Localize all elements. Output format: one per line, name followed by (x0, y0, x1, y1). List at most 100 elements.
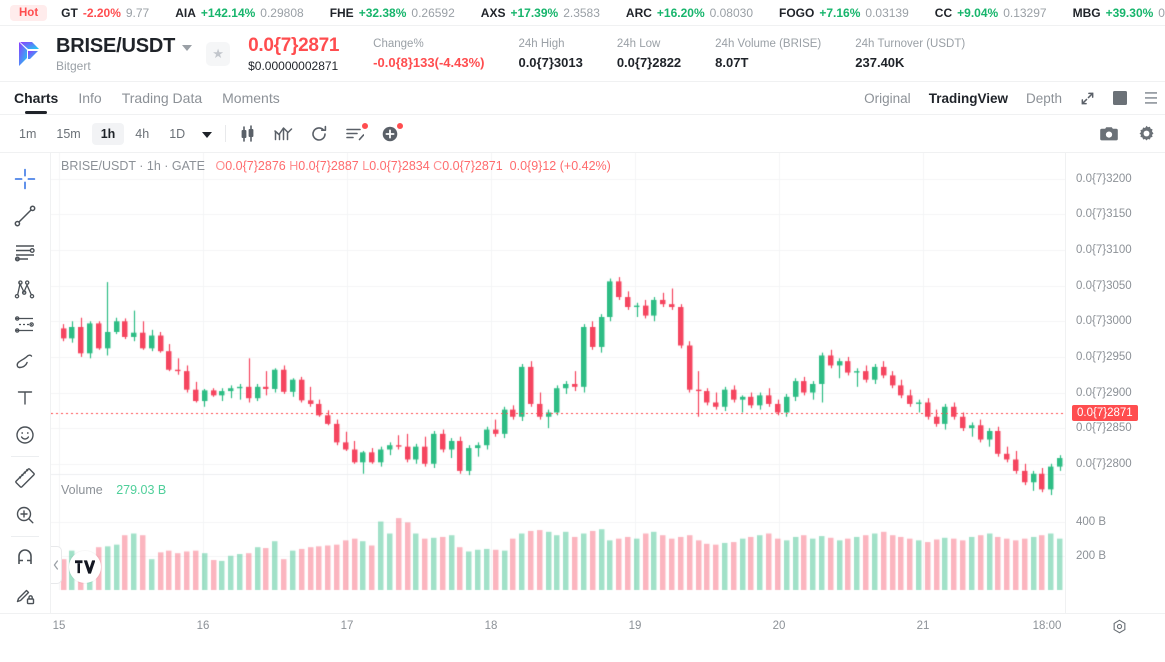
layout-square-icon[interactable] (1113, 91, 1127, 105)
volume-axis-label: 400 B (1076, 515, 1107, 528)
text-icon[interactable] (8, 380, 42, 417)
price-axis-label: 0.0{7}3000 (1076, 315, 1132, 328)
chart-area: BRISE/USDT · 1h · GATE O0.0{7}2876 H0.0{… (0, 153, 1165, 613)
tools-divider (11, 456, 39, 457)
timeframe-1D[interactable]: 1D (169, 126, 186, 141)
pattern-icon[interactable] (8, 271, 42, 308)
zoom-in-icon[interactable] (8, 496, 42, 533)
tab-moments[interactable]: Moments (222, 90, 280, 106)
chart-plot[interactable]: BRISE/USDT · 1h · GATE O0.0{7}2876 H0.0{… (51, 153, 1065, 613)
candlestick-icon[interactable] (239, 124, 257, 143)
stat-label: Change% (373, 37, 424, 50)
ticker-symbol: AXS (480, 5, 506, 20)
ticker-price: 0.03139 (865, 5, 909, 20)
ohlc-high: 0.0{7}2887 (298, 159, 359, 173)
hot-badge: Hot (10, 4, 48, 21)
horizontal-lines-icon[interactable] (8, 234, 42, 271)
ticker-change: +9.04% (957, 5, 999, 20)
price-axis[interactable]: 0.0{7}3200 0.0{7}3150 0.0{7}3100 0.0{7}3050… (1065, 153, 1165, 613)
timeframe-15m[interactable]: 15m (56, 126, 81, 141)
refresh-icon[interactable] (310, 125, 328, 143)
stat-block: 24h Volume (BRISE) 8.07T (715, 38, 821, 70)
ticker-price: 9.77 (125, 5, 150, 20)
favorite-star-button[interactable]: ★ (206, 41, 231, 66)
ticker-symbol: FHE (329, 5, 354, 20)
ticker-item[interactable]: GT -2.20% 9.77 (61, 6, 149, 20)
settings-gear-icon[interactable] (1138, 125, 1155, 142)
time-axis-label: 15 (52, 620, 66, 632)
indicators-icon[interactable] (274, 125, 293, 143)
chart-mode-depth[interactable]: Depth (1025, 90, 1062, 106)
ohlc-values: O0.0{7}2876 H0.0{7}2887 L0.0{7}2834 C0.0… (215, 159, 611, 173)
current-price-usd: $0.00000002871 (248, 58, 339, 73)
crosshair-icon[interactable] (8, 161, 42, 198)
chart-mode-original[interactable]: Original (864, 90, 911, 106)
ticker-item[interactable]: ARC +16.20% 0.08030 (626, 6, 753, 20)
ticker-change: -2.20% (82, 5, 121, 20)
time-axis-label: 18 (484, 620, 498, 632)
timeframe-4h[interactable]: 4h (135, 126, 150, 141)
timeframe-1h[interactable]: 1h (91, 122, 125, 145)
collapse-panel-handle[interactable] (51, 546, 62, 584)
ticker-item[interactable]: FHE +32.38% 0.26592 (330, 6, 455, 20)
notification-dot (397, 122, 404, 129)
pair-header: BRISE/USDT Bitgert ★ 0.0{7}2871 $0.00000… (0, 26, 1165, 82)
tradingview-logo-icon[interactable] (69, 551, 101, 583)
tab-info[interactable]: Info (78, 90, 102, 106)
timeframe-1m[interactable]: 1m (19, 126, 37, 141)
ticker-item[interactable]: AIA +142.14% 0.29808 (175, 6, 303, 20)
ticker-change: +17.39% (510, 5, 559, 20)
ticker-price: 0.13297 (1003, 5, 1047, 20)
more-intervals-icon[interactable] (202, 131, 213, 138)
fib-retracement-icon[interactable] (8, 307, 42, 344)
magnet-icon[interactable] (8, 540, 42, 577)
ohlc-legend: BRISE/USDT · 1h · GATE O0.0{7}2876 H0.0{… (61, 159, 611, 173)
ticker-change: +16.20% (656, 5, 705, 20)
add-compare-icon[interactable] (381, 122, 404, 143)
lock-drawings-icon[interactable] (8, 576, 42, 613)
pair-name: BRISE/USDT (56, 34, 176, 57)
ticker-change: +39.30% (1105, 5, 1154, 20)
pair-selector[interactable]: BRISE/USDT (56, 34, 193, 58)
stat-value: 0.0{7}2822 (616, 54, 682, 70)
trend-line-icon[interactable] (8, 198, 42, 235)
ticker-item[interactable]: CC +9.04% 0.13297 (935, 6, 1047, 20)
ticker-price: 0.08030 (709, 5, 754, 20)
stat-block: 24h Turnover (USDT) 237.40K (855, 38, 965, 70)
time-axis-label: 16 (196, 620, 210, 632)
price-axis-label: 0.0{7}3150 (1076, 208, 1132, 221)
time-settings-icon[interactable] (1112, 619, 1127, 639)
time-axis[interactable]: 15 16 17 18 19 20 21 18:00 (0, 613, 1165, 638)
drawing-templates-icon[interactable] (345, 122, 369, 143)
menu-icon[interactable] (1145, 91, 1157, 105)
ticker-item[interactable]: FOGO +7.16% 0.03139 (779, 6, 909, 20)
market-ticker-bar: Hot GT -2.20% 9.77 AIA +142.14% 0.29808 FHE +32… (0, 0, 1165, 26)
stat-label: 24h Low (616, 37, 661, 50)
stat-block: 24h Low 0.0{7}2822 (617, 38, 681, 70)
brush-icon[interactable] (8, 344, 42, 381)
tools-divider (11, 535, 39, 537)
emoji-icon[interactable] (8, 417, 42, 454)
pair-info: BRISE/USDT Bitgert (56, 34, 193, 73)
candlestick-canvas[interactable] (51, 153, 1065, 613)
bitgert-logo-icon (14, 38, 44, 70)
fullscreen-icon[interactable] (1080, 91, 1095, 106)
stat-value: 237.40K (855, 54, 905, 70)
ticker-item[interactable]: MBG +39.30% 0.4909 (1073, 6, 1165, 20)
tab-charts[interactable]: Charts (14, 82, 58, 114)
ruler-icon[interactable] (8, 460, 42, 497)
chart-mode-switcher: Original TradingView Depth (864, 90, 1157, 106)
chart-title: BRISE/USDT · 1h · GATE (61, 159, 206, 173)
ticker-price: 0.26592 (411, 5, 455, 20)
stat-value: 0.0{7}3013 (518, 54, 583, 70)
ticker-item[interactable]: AXS +17.39% 2.3583 (481, 6, 600, 20)
ticker-change: +7.16% (819, 5, 861, 20)
chevron-down-icon[interactable] (182, 44, 193, 51)
chart-mode-tradingview[interactable]: TradingView (928, 90, 1008, 106)
camera-icon[interactable] (1100, 126, 1118, 142)
ticker-price: 0.4909 (1158, 5, 1165, 20)
price-axis-label: 0.0{7}2850 (1076, 422, 1132, 435)
tab-trading-data[interactable]: Trading Data (121, 90, 203, 106)
stat-label: 24h Turnover (USDT) (855, 37, 966, 50)
volume-value: 279.03 B (116, 483, 167, 497)
